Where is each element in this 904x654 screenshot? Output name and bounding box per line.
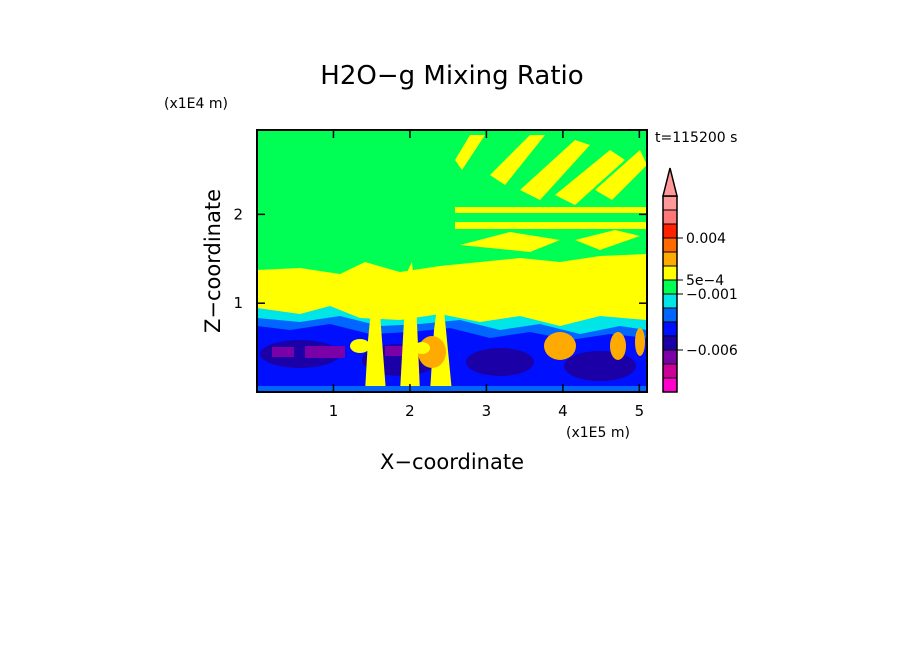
colorbar-band [663, 266, 677, 280]
y-axis-label: Z−coordinate [201, 189, 225, 333]
upper-streak [490, 135, 545, 185]
negative-core [272, 347, 294, 357]
upper-streak [455, 135, 485, 170]
negative-lobe [564, 351, 636, 381]
moist-plume-core [350, 339, 370, 353]
upper-streak [455, 207, 647, 213]
colorbar-band [663, 378, 677, 392]
x-scale-label: (x1E5 m) [566, 425, 630, 441]
plot-frame [256, 129, 648, 393]
colorbar-band [663, 252, 677, 266]
moist-plume-core [610, 332, 626, 360]
x-tick-label: 1 [329, 402, 339, 420]
colorbar-band [663, 224, 677, 238]
negative-lobe [466, 348, 534, 376]
time-label: t=115200 s [655, 130, 737, 146]
colorbar-label: 0.004 [686, 231, 726, 247]
x-tick-label: 2 [405, 402, 415, 420]
colorbar-label: −0.001 [686, 287, 738, 303]
upper-streak [595, 150, 647, 200]
negative-core [305, 346, 345, 358]
convective-plume [400, 262, 420, 392]
mid-level-band [257, 254, 647, 335]
colorbar-band [663, 336, 677, 350]
negative-core [385, 346, 407, 356]
x-axis-label: X−coordinate [380, 450, 524, 474]
moist-plume-core [414, 342, 430, 354]
y-scale-label: (x1E4 m) [164, 96, 228, 112]
surface-layer [257, 386, 647, 392]
colorbar-band [663, 196, 677, 210]
colorbar-band [663, 280, 677, 294]
upper-streak [555, 150, 625, 205]
colorbar-band [663, 322, 677, 336]
colorbar-band [663, 238, 677, 252]
colorbar-band [663, 308, 677, 322]
colorbar-band [663, 294, 677, 308]
convective-plume [365, 290, 386, 392]
colorbar-label: 5e−4 [686, 273, 724, 289]
upper-streak [520, 140, 590, 200]
y-tick-label: 2 [233, 205, 243, 223]
moist-plume-core [544, 332, 576, 360]
upper-streak [460, 232, 560, 252]
colorbar-band [663, 364, 677, 378]
colorbar-label: −0.006 [686, 343, 738, 359]
heatmap-field [257, 130, 647, 392]
y-tick-label: 1 [233, 294, 243, 312]
upper-streak [575, 230, 640, 250]
x-tick-label: 3 [482, 402, 492, 420]
x-tick-label: 5 [635, 402, 645, 420]
chart-title: H2O−g Mixing Ratio [320, 61, 583, 91]
x-tick-label: 4 [558, 402, 568, 420]
colorbar-extend-arrow [662, 167, 678, 197]
colorbar-band [663, 210, 677, 224]
upper-streak [455, 222, 647, 229]
colorbar-band [663, 350, 677, 364]
axis-ticks: 1 2 3 4 5 1 2 [233, 130, 647, 420]
moist-plume-core [635, 328, 645, 356]
